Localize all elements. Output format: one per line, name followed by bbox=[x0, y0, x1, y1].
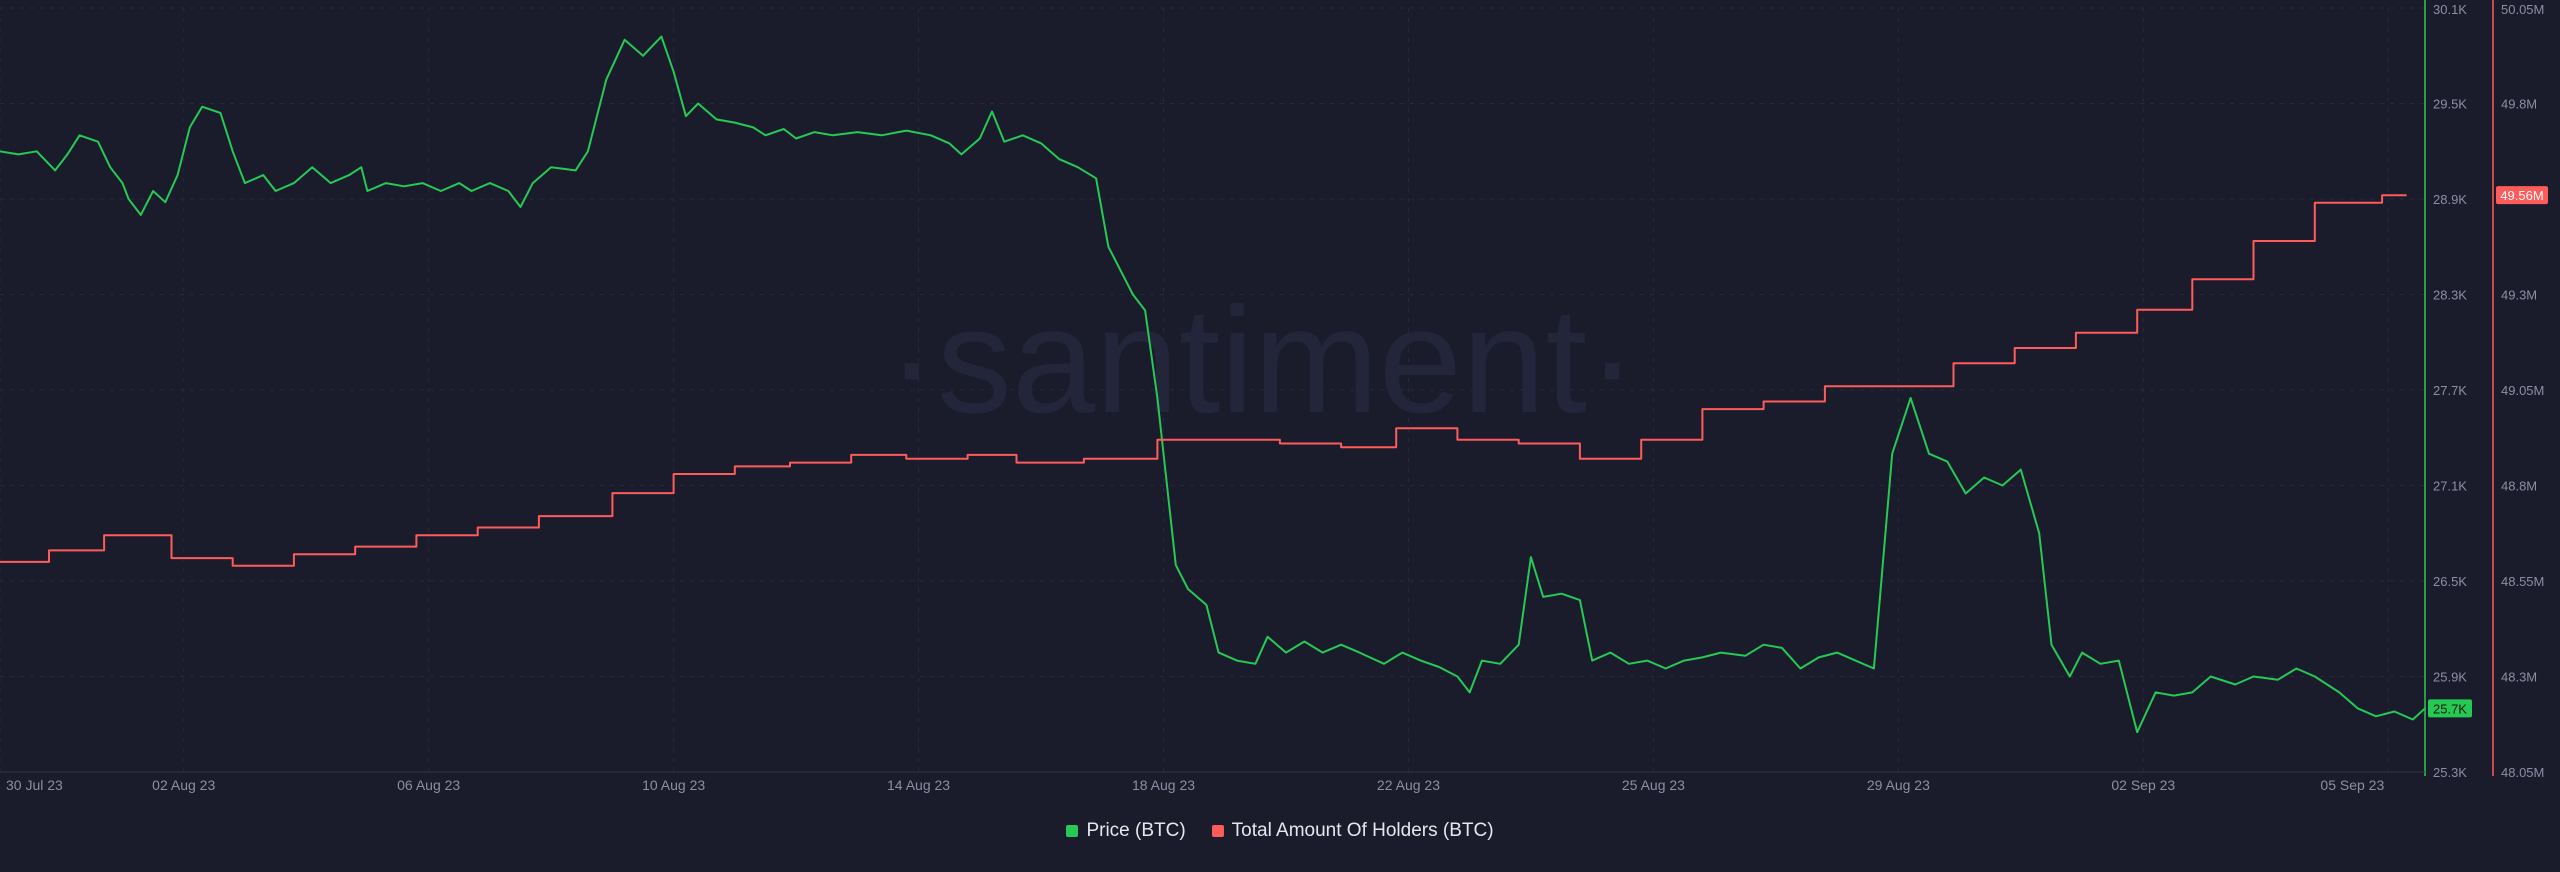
x-tick-label: 25 Aug 23 bbox=[1622, 777, 1685, 793]
x-tick-label: 02 Aug 23 bbox=[152, 777, 215, 793]
price-tick-label: 26.5K bbox=[2433, 574, 2467, 589]
legend-label-holders: Total Amount Of Holders (BTC) bbox=[1231, 820, 1494, 841]
axis-layer: 30.1K 29.5K 28.9K 28.3K 27.7K 27.1K 26.5K 25.9K… bbox=[0, 0, 2548, 793]
x-tick-label: 22 Aug 23 bbox=[1377, 777, 1440, 793]
price-tick-label: 28.9K bbox=[2433, 192, 2467, 207]
price-series-line bbox=[0, 35, 2426, 734]
price-tick-label: 30.1K bbox=[2433, 2, 2467, 17]
holders-tick-label: 48.3M bbox=[2501, 670, 2537, 685]
holders-tick-label: 48.05M bbox=[2501, 765, 2544, 780]
legend-item-holders[interactable]: Total Amount Of Holders (BTC) bbox=[1211, 820, 1494, 842]
holders-current-badge bbox=[2496, 186, 2548, 205]
legend-swatch-holders bbox=[1211, 825, 1224, 837]
price-tick-label: 29.5K bbox=[2433, 97, 2467, 112]
holders-tick-label: 48.8M bbox=[2501, 479, 2537, 494]
x-tick-label: 14 Aug 23 bbox=[887, 777, 950, 793]
price-current-badge bbox=[2428, 699, 2472, 718]
x-tick-label: 10 Aug 23 bbox=[642, 777, 705, 793]
holders-current-label: 49.56M bbox=[2500, 188, 2543, 203]
x-tick-label: 18 Aug 23 bbox=[1132, 777, 1195, 793]
price-tick-label: 27.1K bbox=[2433, 479, 2467, 494]
x-tick-label: 05 Sep 23 bbox=[2320, 777, 2384, 793]
price-current-label: 25.7K bbox=[2433, 701, 2467, 716]
x-tick-label: 06 Aug 23 bbox=[397, 777, 460, 793]
x-tick-label: 30 Jul 23 bbox=[6, 777, 63, 793]
holders-series-line bbox=[0, 194, 2407, 567]
holders-tick-label: 48.55M bbox=[2501, 574, 2544, 589]
price-tick-label: 28.3K bbox=[2433, 288, 2467, 303]
holders-tick-label: 49.05M bbox=[2501, 383, 2544, 398]
x-tick-label: 02 Sep 23 bbox=[2111, 777, 2175, 793]
holders-tick-label: 49.3M bbox=[2501, 288, 2537, 303]
series-layer bbox=[0, 35, 2426, 734]
holders-tick-label: 50.05M bbox=[2501, 2, 2544, 17]
legend: Price (BTC) Total Amount Of Holders (BTC… bbox=[0, 820, 2560, 842]
legend-label-price: Price (BTC) bbox=[1086, 820, 1186, 841]
watermark: ·santiment· bbox=[887, 276, 1637, 444]
legend-item-price[interactable]: Price (BTC) bbox=[1066, 820, 1186, 842]
price-tick-label: 25.3K bbox=[2433, 765, 2467, 780]
holders-tick-label: 49.8M bbox=[2501, 97, 2537, 112]
legend-swatch-price bbox=[1066, 825, 1079, 837]
price-tick-label: 25.9K bbox=[2433, 670, 2467, 685]
x-tick-label: 29 Aug 23 bbox=[1867, 777, 1930, 793]
price-tick-label: 27.7K bbox=[2433, 383, 2467, 398]
